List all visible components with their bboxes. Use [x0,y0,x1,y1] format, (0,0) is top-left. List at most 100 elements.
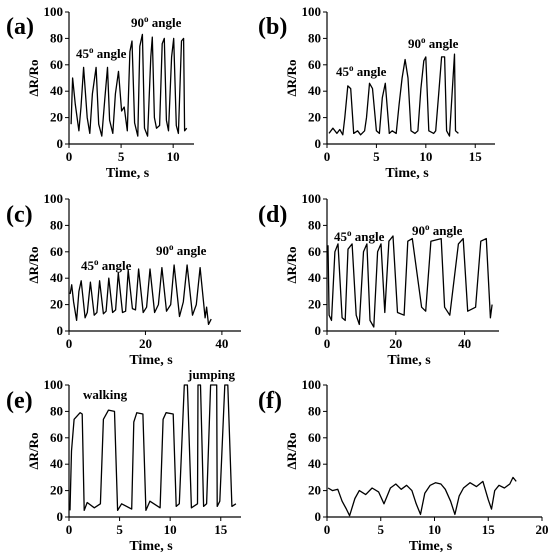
panel-label: (d) [258,202,287,228]
y-axis-label: ΔR/Ro [26,59,41,96]
chart-panel: 0 20 40 60 80 100 0 20 40 Time, s ΔR/Ro (d) 45o angl… [258,191,499,368]
y-axis-label: ΔR/Ro [284,59,299,96]
x-tick-label: 20 [389,336,402,351]
annotation-label: 45o angle [334,228,385,244]
x-tick-label: 40 [458,336,471,351]
y-tick-label: 80 [50,217,63,232]
x-tick-label: 5 [373,149,380,164]
panel-label: (b) [258,14,287,40]
y-tick-label: 60 [308,57,321,72]
panel-label: (a) [6,14,34,40]
chart-panel: 0 20 40 60 80 100 0 20 40 Time, s ΔR/Ro (c) 45o angl… [6,191,241,368]
y-tick-label: 40 [308,83,321,98]
annotation-label: 90o angle [408,35,459,51]
annotation-label: walking [83,387,128,402]
y-tick-label: 100 [302,377,322,392]
series-line [327,235,493,328]
x-tick-label: 0 [66,149,73,164]
y-tick-label: 100 [44,377,64,392]
x-tick-label: 0 [324,522,331,537]
x-tick-label: 10 [428,522,441,537]
chart-panel: 0 20 40 60 80 100 0 5 10 Time, s ΔR/Ro (a) 45o angle… [6,4,194,181]
x-tick-label: 40 [215,336,228,351]
x-axis-label: Time, s [409,539,453,554]
x-axis-label: Time, s [387,353,431,368]
x-tick-label: 0 [66,522,73,537]
y-tick-label: 60 [308,430,321,445]
annotation-label: 45o angle [76,45,127,61]
y-tick-label: 40 [308,456,321,471]
y-tick-label: 100 [44,191,64,206]
chart-panel: 0 20 40 60 80 100 0 5 10 15 20 Time, s ΔR/Ro (f) [258,377,549,554]
x-tick-label: 10 [419,149,432,164]
chart-panel: 0 20 40 60 80 100 0 5 10 15 Time, s ΔR/Ro (b) 45o ang… [258,4,495,181]
panel-label: (e) [6,388,33,414]
series-line [69,384,237,512]
x-axis-label: Time, s [129,539,173,554]
y-tick-label: 20 [308,110,321,125]
x-tick-label: 0 [324,336,331,351]
chart-panel: 0 20 40 60 80 100 0 5 10 15 Time, s ΔR/Ro (e) walking… [6,367,241,554]
x-tick-label: 10 [167,149,180,164]
x-tick-label: 0 [66,336,73,351]
y-tick-label: 80 [50,403,63,418]
y-tick-label: 0 [315,323,322,338]
x-tick-label: 5 [118,149,125,164]
y-tick-label: 80 [308,403,321,418]
annotation-label: 90o angle [156,242,207,258]
panel-label: (f) [258,388,282,414]
series-line [70,33,188,137]
y-tick-label: 40 [50,456,63,471]
y-tick-label: 60 [50,430,63,445]
y-axis-label: ΔR/Ro [284,246,299,283]
y-tick-label: 20 [308,297,321,312]
y-tick-label: 0 [57,136,64,151]
y-tick-label: 100 [302,4,322,19]
y-axis-label: ΔR/Ro [26,432,41,469]
annotation-label: 90o angle [412,222,463,238]
series-line [69,264,212,326]
y-tick-label: 80 [50,30,63,45]
y-tick-label: 40 [50,83,63,98]
x-tick-label: 20 [536,522,549,537]
y-tick-label: 20 [50,110,63,125]
x-tick-label: 15 [214,522,228,537]
y-tick-label: 20 [308,483,321,498]
y-tick-label: 40 [50,270,63,285]
annotation-label: 90o angle [131,14,182,30]
y-axis-label: ΔR/Ro [284,432,299,469]
y-axis-label: ΔR/Ro [26,246,41,283]
x-tick-label: 15 [469,149,483,164]
annotation-label: 45o angle [81,257,132,273]
y-tick-label: 40 [308,270,321,285]
series-line [327,476,517,517]
y-tick-label: 80 [308,217,321,232]
series-line [328,53,459,137]
y-tick-label: 0 [315,136,322,151]
y-tick-label: 0 [315,509,322,524]
y-tick-label: 20 [50,483,63,498]
y-tick-label: 80 [308,30,321,45]
y-tick-label: 100 [44,4,64,19]
y-tick-label: 60 [50,57,63,72]
x-tick-label: 5 [116,522,123,537]
y-tick-label: 60 [308,244,321,259]
x-tick-label: 10 [164,522,177,537]
x-tick-label: 5 [378,522,385,537]
x-axis-label: Time, s [106,166,150,181]
annotation-label: 45o angle [336,63,387,79]
x-axis-label: Time, s [129,353,173,368]
y-tick-label: 100 [302,191,322,206]
y-tick-label: 0 [57,323,64,338]
y-tick-label: 20 [50,297,63,312]
x-tick-label: 0 [324,149,331,164]
panel-label: (c) [6,202,33,228]
annotation-label: jumping [187,367,235,382]
x-tick-label: 20 [139,336,152,351]
y-tick-label: 0 [57,509,64,524]
x-tick-label: 15 [482,522,496,537]
y-tick-label: 60 [50,244,63,259]
x-axis-label: Time, s [385,166,429,181]
